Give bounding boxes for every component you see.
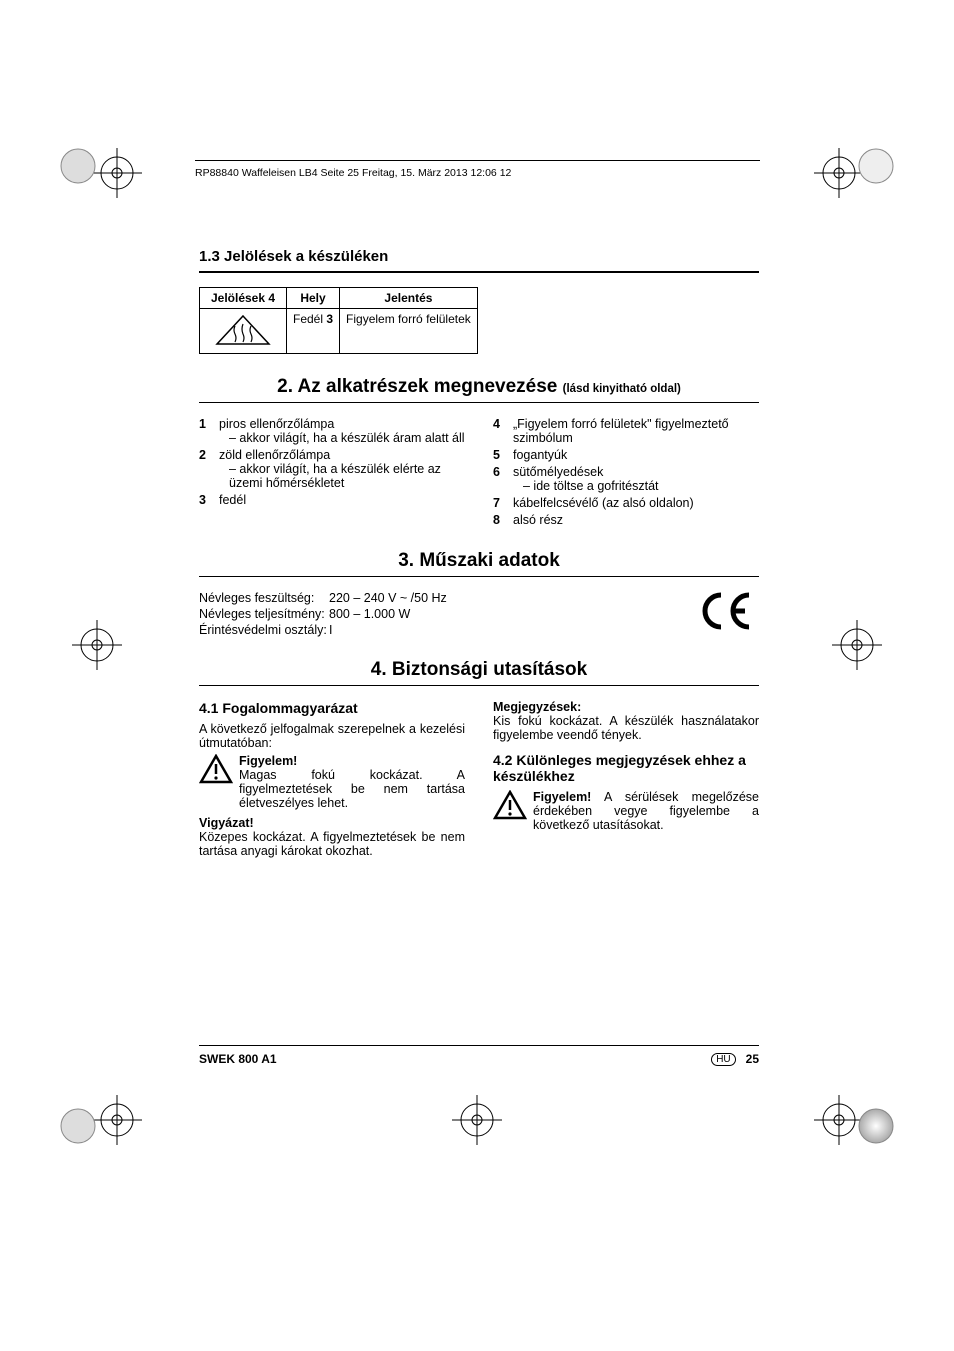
corner-circle-icon bbox=[858, 1108, 894, 1144]
locale-badge: HU bbox=[711, 1053, 735, 1066]
caution-block: Vigyázat! Közepes kockázat. A figyelmezt… bbox=[199, 816, 465, 858]
reg-mark-icon bbox=[832, 620, 882, 670]
corner-circle-icon bbox=[60, 148, 96, 184]
cell-icon bbox=[200, 309, 287, 354]
markings-table: Jelölések 4 Hely Jelentés Fedél 3 Figyel… bbox=[199, 287, 478, 354]
page-footer: SWEK 800 A1 HU 25 bbox=[199, 1045, 759, 1066]
warning-text: Figyelem! Magas fokú kockázat. A figyelm… bbox=[239, 754, 465, 810]
header-meta-text: RP88840 Waffeleisen LB4 Seite 25 Freitag… bbox=[195, 167, 511, 179]
spec-table: Névleges feszültség:220 – 240 V ~ /50 Hz… bbox=[199, 591, 759, 637]
ce-mark-icon bbox=[699, 591, 759, 640]
parts-list-right: 4„Figyelem forró felületek" figyelmeztet… bbox=[493, 417, 759, 527]
cell-location: Fedél 3 bbox=[287, 309, 340, 354]
th-location: Hely bbox=[287, 288, 340, 309]
header-rule bbox=[195, 160, 760, 161]
warning-triangle-icon bbox=[199, 754, 233, 810]
heading-4-2: 4.2 Különleges megjegyzések ehhez a kész… bbox=[493, 752, 759, 784]
reg-mark-icon bbox=[814, 1095, 864, 1145]
rule bbox=[199, 576, 759, 577]
corner-circle-icon bbox=[858, 148, 894, 184]
cell-meaning: Figyelem forró felületek bbox=[340, 309, 478, 354]
corner-circle-icon bbox=[60, 1108, 96, 1144]
heading-1-3: 1.3 Jelölések a készüléken bbox=[199, 248, 759, 265]
rule bbox=[199, 271, 759, 273]
heading-3: 3. Műszaki adatok bbox=[199, 550, 759, 572]
footer-model: SWEK 800 A1 bbox=[199, 1052, 277, 1066]
rule bbox=[199, 685, 759, 686]
th-markings: Jelölések 4 bbox=[200, 288, 287, 309]
intro-text: A következő jelfogalmak szerepelnek a ke… bbox=[199, 722, 465, 750]
warning-triangle-icon bbox=[493, 790, 527, 832]
reg-mark-icon bbox=[92, 1095, 142, 1145]
heading-4-1: 4.1 Fogalommagyarázat bbox=[199, 700, 465, 716]
reg-mark-icon bbox=[452, 1095, 502, 1145]
reg-mark-icon bbox=[92, 148, 142, 198]
parts-list-left: 1piros ellenőrzőlámpa– akkor világít, ha… bbox=[199, 417, 465, 507]
note-block: Megjegyzések: Kis fokú kockázat. A készü… bbox=[493, 700, 759, 742]
reg-mark-icon bbox=[72, 620, 122, 670]
heading-4: 4. Biztonsági utasítások bbox=[199, 659, 759, 681]
page-number: 25 bbox=[746, 1052, 759, 1066]
reg-mark-icon bbox=[814, 148, 864, 198]
th-meaning: Jelentés bbox=[340, 288, 478, 309]
heading-2: 2. Az alkatrészek megnevezése (lásd kiny… bbox=[199, 376, 759, 398]
warning-text: Figyelem! A sérülések megelőzése érdekéb… bbox=[533, 790, 759, 832]
rule bbox=[199, 402, 759, 403]
hot-surface-icon bbox=[206, 312, 280, 350]
